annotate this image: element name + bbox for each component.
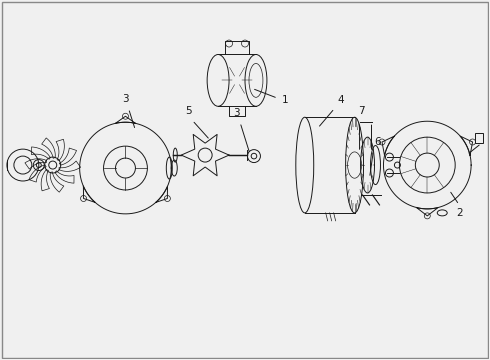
Text: 1: 1 — [282, 95, 289, 105]
Text: 3: 3 — [122, 94, 129, 104]
Text: 4: 4 — [338, 95, 344, 105]
Text: 5: 5 — [185, 106, 192, 116]
Text: 6: 6 — [374, 137, 381, 147]
Text: 7: 7 — [358, 106, 365, 116]
Text: 2: 2 — [456, 208, 463, 218]
Bar — [475, 133, 483, 143]
Text: 3: 3 — [233, 108, 239, 118]
